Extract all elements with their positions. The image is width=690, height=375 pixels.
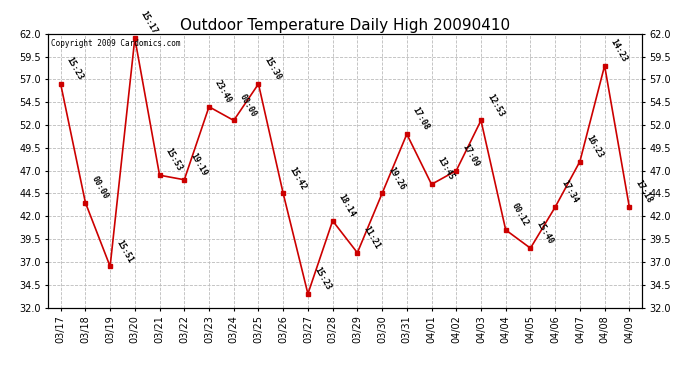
Text: 00:12: 00:12 — [510, 202, 530, 228]
Text: 19:26: 19:26 — [386, 165, 406, 191]
Text: 14:23: 14:23 — [609, 38, 629, 63]
Text: 15:17: 15:17 — [139, 10, 159, 36]
Text: 17:18: 17:18 — [633, 179, 654, 205]
Text: 15:30: 15:30 — [263, 56, 283, 82]
Text: 15:51: 15:51 — [115, 238, 135, 264]
Text: 18:14: 18:14 — [337, 192, 357, 219]
Text: 00:00: 00:00 — [90, 174, 110, 200]
Text: 15:23: 15:23 — [312, 266, 333, 292]
Text: 23:40: 23:40 — [213, 78, 233, 105]
Text: 17:08: 17:08 — [411, 106, 431, 132]
Text: 15:53: 15:53 — [164, 147, 184, 173]
Text: 17:34: 17:34 — [560, 179, 580, 205]
Text: 13:45: 13:45 — [435, 156, 456, 182]
Title: Outdoor Temperature Daily High 20090410: Outdoor Temperature Daily High 20090410 — [180, 18, 510, 33]
Text: 19:19: 19:19 — [188, 152, 209, 178]
Text: 15:42: 15:42 — [287, 165, 308, 191]
Text: 16:23: 16:23 — [584, 133, 604, 159]
Text: 17:09: 17:09 — [460, 142, 481, 168]
Text: 15:23: 15:23 — [65, 56, 85, 82]
Text: Copyright 2009 Cardomics.com: Copyright 2009 Cardomics.com — [51, 39, 181, 48]
Text: 12:53: 12:53 — [485, 92, 506, 118]
Text: 11:21: 11:21 — [362, 224, 382, 251]
Text: 00:00: 00:00 — [238, 92, 258, 118]
Text: 15:40: 15:40 — [535, 220, 555, 246]
